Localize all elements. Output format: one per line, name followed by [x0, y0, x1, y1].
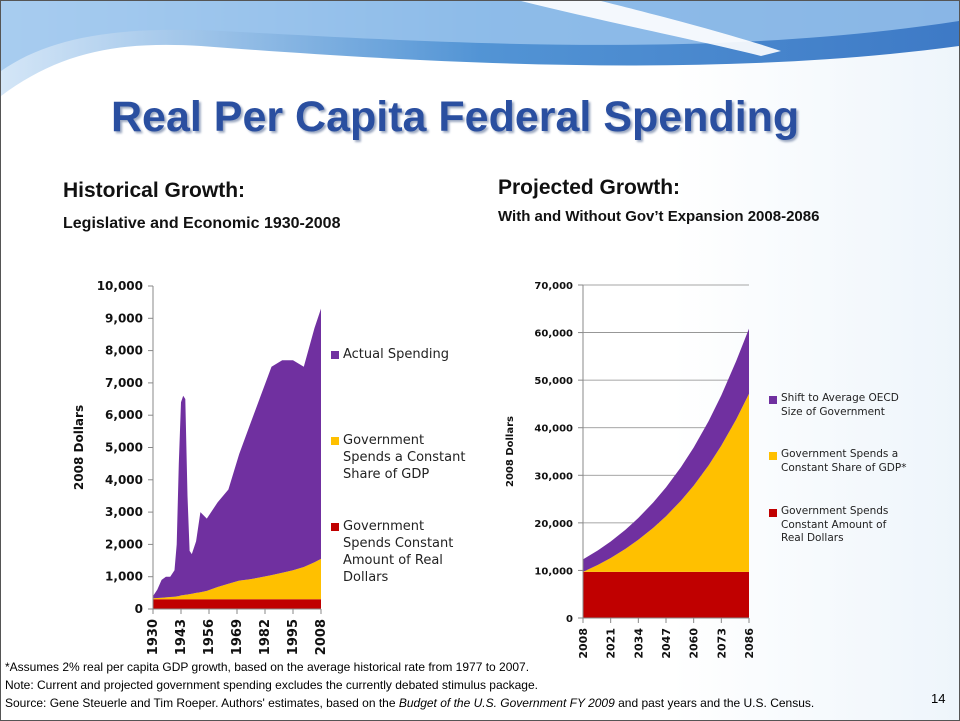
y-tick-label: 30,000	[534, 471, 573, 482]
y-tick-label: 20,000	[534, 519, 573, 530]
x-tick-label: 2047	[660, 628, 673, 659]
y-tick-label: 6,000	[105, 408, 143, 422]
legend-swatch	[331, 523, 339, 531]
header-swoosh	[1, 1, 959, 96]
x-tick-label: 1995	[286, 619, 301, 655]
legend-swatch	[331, 437, 339, 445]
y-tick-label: 60,000	[534, 329, 573, 340]
y-tick-label: 70,000	[534, 281, 573, 292]
y-tick-label: 5,000	[105, 441, 143, 455]
legend-swatch	[769, 396, 777, 404]
x-tick-label: 2008	[314, 619, 329, 655]
area	[153, 599, 321, 609]
area	[583, 328, 749, 572]
legend-item: Government Spends a Constant Share of GD…	[769, 448, 909, 475]
panel-title: Historical Growth:	[63, 179, 246, 202]
panel-subtitle: Legislative and Economic 1930-2008	[63, 215, 341, 232]
y-tick-label: 1,000	[105, 570, 143, 584]
y-tick-label: 3,000	[105, 505, 143, 519]
legend-item: Actual Spending	[331, 347, 466, 364]
footnote: Note: Current and projected government s…	[5, 678, 538, 692]
x-tick-label: 1982	[258, 619, 273, 655]
y-tick-label: 4,000	[105, 473, 143, 487]
legend-text: Government Spends Constant Amount of Rea…	[343, 519, 454, 585]
x-tick-label: 1969	[230, 619, 245, 655]
area	[583, 393, 749, 572]
y-tick-label: 9,000	[105, 311, 143, 325]
x-tick-label: 2008	[577, 628, 590, 659]
x-tick-label: 1930	[146, 619, 161, 655]
x-tick-label: 2021	[605, 628, 618, 659]
y-tick-label: 8,000	[105, 344, 143, 358]
area	[153, 308, 321, 599]
y-tick-label: 10,000	[97, 279, 143, 293]
legend-item: Government Spends Constant Amount of Rea…	[331, 519, 466, 587]
legend-text: Actual Spending	[343, 347, 449, 362]
x-tick-label: 2073	[715, 628, 728, 659]
y-tick-label: 40,000	[534, 424, 573, 435]
y-tick-label: 10,000	[534, 566, 573, 577]
legend-swatch	[769, 509, 777, 517]
y-tick-label: 0	[566, 614, 573, 625]
y-axis-label: 2008 Dollars	[505, 416, 516, 487]
footnote: *Assumes 2% real per capita GDP growth, …	[5, 660, 530, 674]
panel-subtitle: With and Without Gov’t Expansion 2008-20…	[498, 208, 820, 225]
x-tick-label: 2060	[688, 628, 701, 659]
legend-text: Government Spends a Constant Share of GD…	[781, 448, 907, 474]
x-tick-label: 1956	[202, 619, 217, 655]
panel-title: Projected Growth:	[498, 176, 681, 199]
x-tick-label: 1943	[174, 619, 189, 655]
area	[153, 558, 321, 600]
footnote-italic: Budget of the U.S. Government FY 2009	[398, 696, 615, 710]
y-tick-label: 7,000	[105, 376, 143, 390]
page-number: 14	[931, 691, 946, 706]
area	[583, 571, 749, 618]
footnote: Source: Gene Steuerle and Tim Roeper. Au…	[5, 696, 814, 710]
footnote-text: Source: Gene Steuerle and Tim Roeper. Au…	[5, 696, 399, 710]
legend-item: Government Spends Constant Amount of Rea…	[769, 505, 909, 546]
footnote-text: and past years and the U.S. Census.	[614, 696, 815, 710]
legend-swatch	[769, 452, 777, 460]
legend-item: Government Spends a Constant Share of GD…	[331, 433, 466, 484]
legend-text: Government Spends Constant Amount of Rea…	[781, 505, 889, 545]
x-tick-label: 2086	[743, 628, 756, 659]
legend-text: Government Spends a Constant Share of GD…	[343, 433, 466, 482]
legend-text: Shift to Average OECD Size of Government	[781, 392, 899, 418]
y-tick-label: 2,000	[105, 537, 143, 551]
y-tick-label: 0	[135, 602, 143, 616]
x-tick-label: 2034	[632, 628, 645, 659]
legend-item: Shift to Average OECD Size of Government	[769, 392, 909, 419]
slide-title: Real Per Capita Federal Spending	[111, 93, 800, 141]
y-axis-label: 2008 Dollars	[72, 405, 86, 490]
y-tick-label: 50,000	[534, 376, 573, 387]
legend-swatch	[331, 351, 339, 359]
